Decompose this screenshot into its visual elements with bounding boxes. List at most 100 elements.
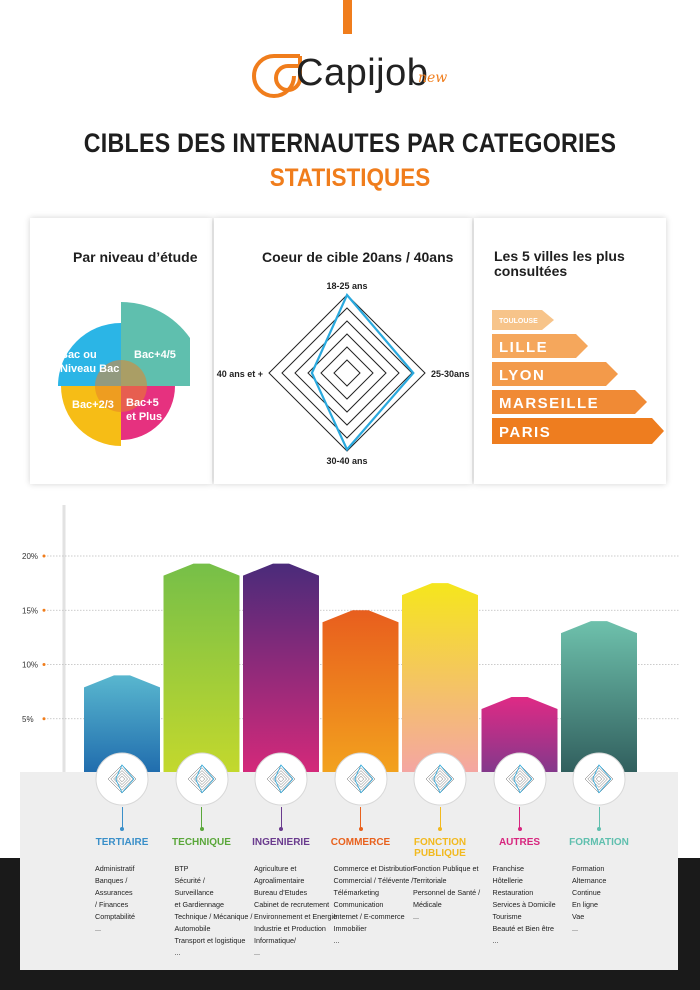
category-item: ...: [254, 948, 260, 957]
pie-label-bac45: Bac+4/5: [134, 349, 176, 361]
category-bar-chart: 20% 15% 10% 5%: [22, 505, 680, 780]
category-item: Bureau d’Etudes: [254, 888, 308, 897]
pie-label-bac5-line1: Bac+5: [126, 397, 159, 409]
category-item: Télémarketing: [333, 888, 380, 897]
pie-label-bac-line2: Niveau Bac: [60, 363, 119, 375]
category-item: Formation: [572, 864, 605, 873]
tick-dot: [42, 717, 46, 721]
city-label: MARSEILLE: [499, 395, 599, 412]
category-item-list: Agriculture et Agroalimentaire Bureau d’Et…: [254, 863, 337, 959]
radar-ring: [192, 770, 211, 788]
category-item-list: Franchise Hôtellerie Restauration Services …: [493, 863, 556, 947]
mini-radar-badge: [334, 752, 387, 806]
radar-ring: [118, 775, 126, 783]
radar-ring: [268, 294, 426, 452]
education-pie: Bac ou Niveau Bac Bac+4/5 Bac+5 et Plus …: [58, 301, 190, 446]
target-radar: 18-25 ans 25-30ans 30-40 ans 40 ans et +: [217, 281, 470, 466]
category-item: ...: [413, 912, 419, 921]
category-item: Banques /: [95, 876, 128, 885]
cities-title: Les 5 villes les plus consultées: [494, 248, 625, 279]
category-item: ...: [333, 936, 340, 945]
city-label: TOULOUSE: [499, 318, 538, 325]
logo-badge: new: [418, 70, 448, 86]
radar-ring: [351, 770, 370, 788]
pie-label-bac5-line2: et Plus: [126, 411, 162, 423]
category-item: Technique / Mécanique /: [174, 912, 253, 921]
category-dot: [517, 827, 522, 831]
category-item: ...: [95, 924, 101, 933]
radar-ring: [333, 359, 361, 387]
category-item: Tourisme: [492, 912, 522, 921]
category-label: COMMERCE: [330, 837, 391, 848]
city-label: PARIS: [499, 424, 551, 441]
pie-label-bac23: Bac+2/3: [72, 399, 114, 411]
category-item: Personnel de Santé /: [413, 888, 481, 897]
category-item: Alternance: [572, 876, 607, 885]
radar-ring: [590, 770, 608, 788]
bar-technique: [163, 563, 240, 780]
category-item: Vae: [572, 912, 585, 921]
category-item: Transport et logistique: [174, 936, 246, 945]
target-card: Coeur de cible 20ans / 40ans 18-25 ans 25…: [214, 218, 472, 484]
category-stem: [519, 807, 520, 829]
target-title: Coeur de cible 20ans / 40ans: [262, 249, 454, 265]
radar-series: [310, 292, 415, 452]
category-item: / Finances: [95, 900, 129, 909]
logo-name: Capijob: [296, 52, 429, 94]
bar-autres: [481, 697, 558, 780]
radar-ring: [113, 770, 131, 788]
category-dot: [279, 827, 283, 831]
page-title: CIBLES DES INTERNAUTES PAR CATEGORIES: [83, 128, 617, 158]
radar-ring: [277, 775, 285, 783]
y-tick-label: 5%: [22, 715, 34, 724]
radar-axis-label: 30-40 ans: [326, 456, 367, 466]
radar-ring: [281, 307, 413, 439]
city-bar: [492, 390, 647, 414]
radar-ring: [516, 775, 523, 783]
category-item: Industrie et Production: [254, 924, 326, 933]
pie-slice-bac45: [121, 301, 190, 386]
radar-ring: [269, 767, 293, 791]
category-label: FORMATION: [569, 837, 629, 848]
education-title: Par niveau d’étude: [73, 249, 198, 265]
category-dot: [120, 827, 124, 831]
pie-label-bac-line1: Bac ou: [60, 349, 97, 361]
category-item: Sécurité /: [174, 876, 205, 885]
cities-card: Les 5 villes les plus consultées TOULOUS…: [474, 218, 666, 484]
category-dot: [199, 827, 204, 831]
radar-ring: [436, 775, 444, 783]
category-item: Comptabilité: [95, 912, 135, 921]
category-item: Beauté et Bien être: [492, 924, 555, 933]
city-label: LILLE: [499, 339, 548, 356]
category-label: TERTIAIRE: [95, 837, 149, 848]
category-label: AUTRES: [498, 837, 541, 848]
mini-radar-badge: [254, 752, 308, 806]
radar-axis-label: 40 ans et +: [217, 369, 263, 379]
category-item: Hôtellerie: [492, 876, 523, 885]
radar-series: [512, 764, 532, 794]
page-subtitle: STATISTIQUES: [269, 164, 431, 192]
radar-axis-label: 18-25 ans: [326, 281, 367, 291]
category-item: Surveillance: [174, 888, 214, 897]
category-item: Services à Domicile: [492, 900, 556, 909]
city-bar: [492, 418, 664, 444]
category-item: Commercial / Télévente /: [333, 876, 414, 885]
category-label: FONCTION PUBLIQUE: [413, 837, 467, 859]
city-bar: [492, 334, 588, 358]
radar-ring: [593, 773, 605, 785]
radar-series: [353, 764, 373, 794]
category-stem: [360, 807, 361, 829]
cities-chart: TOULOUSE LILLE LYON MARSEILLE PARIS: [492, 310, 664, 444]
category-label: INGENIERIE: [252, 837, 310, 848]
category-item: ...: [492, 936, 499, 945]
city-bar: [492, 310, 554, 330]
radar-ring: [508, 767, 531, 791]
category-item-list: Administratif Banques / Assurances / Financ…: [95, 863, 135, 935]
category-item: Internet / E-commerce: [333, 912, 405, 921]
category-item: Restauration: [492, 888, 534, 897]
category-item: BTP: [174, 864, 189, 873]
category-item: ...: [572, 924, 578, 933]
mini-radar-badge: [175, 752, 228, 806]
tick-dot: [42, 554, 46, 558]
category-label: TECHNIQUE: [172, 837, 231, 848]
